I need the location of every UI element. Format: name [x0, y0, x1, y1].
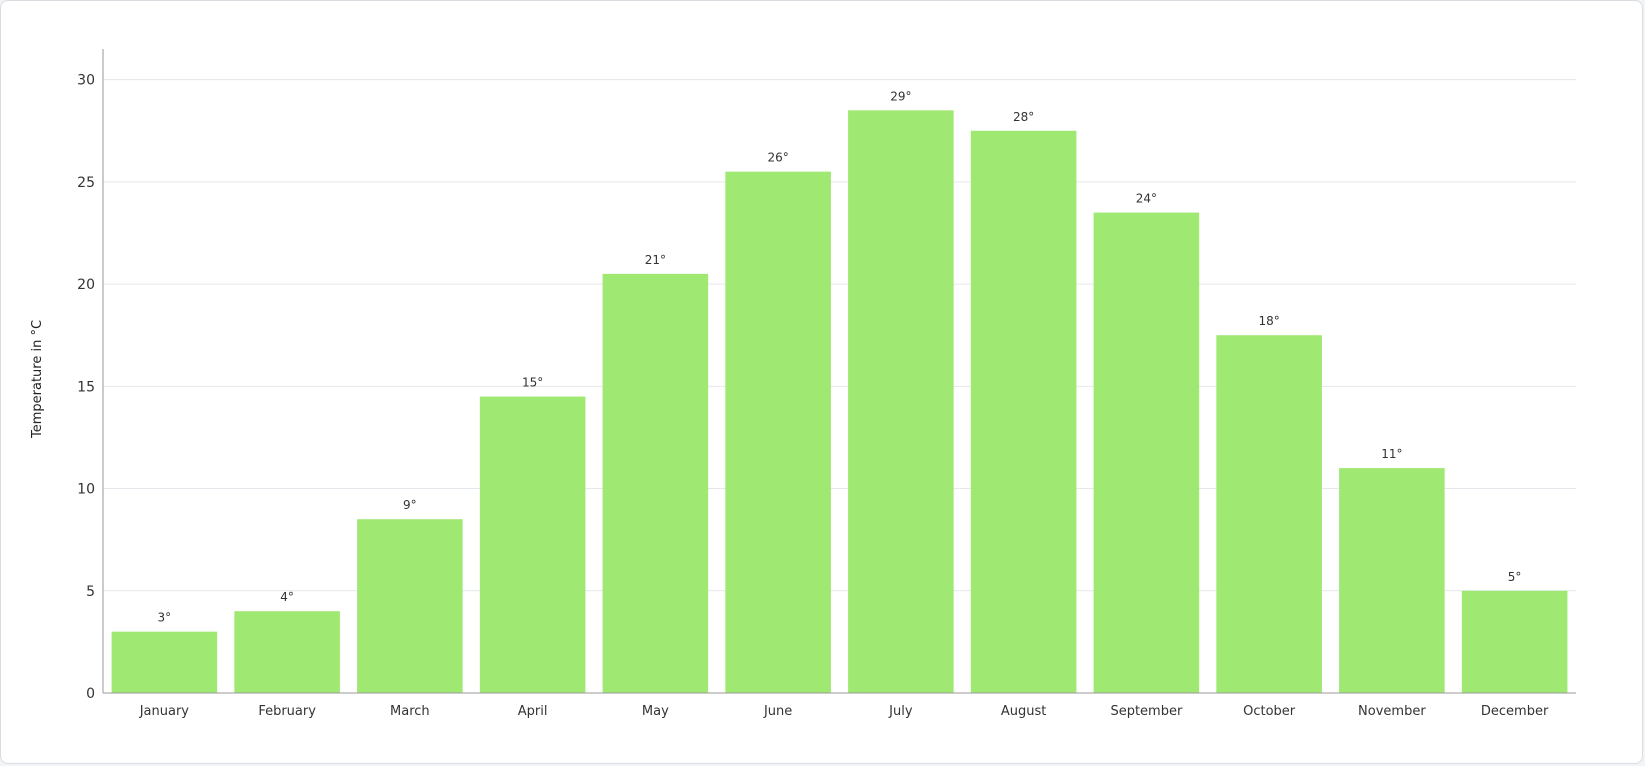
bar-june[interactable] — [725, 171, 831, 693]
x-tick-label-august: August — [1001, 704, 1047, 719]
axes — [102, 49, 1576, 694]
data-label-november: 11° — [1381, 447, 1402, 461]
data-label-december: 5° — [1508, 570, 1522, 584]
y-tick-label: 0 — [86, 686, 95, 702]
data-label-april: 15° — [522, 376, 543, 390]
x-tick-label-november: November — [1358, 704, 1426, 719]
data-labels: 3° 4° 9° 15° 21° 26° 29° 28° 24° 18° 11° 5° — [158, 89, 1522, 624]
y-tick-label: 5 — [86, 584, 95, 600]
bar-october[interactable] — [1216, 335, 1322, 693]
bar-august[interactable] — [970, 130, 1077, 693]
y-axis-title: Temperature in °C — [30, 320, 45, 439]
data-label-march: 9° — [403, 498, 417, 512]
y-tick-label: 15 — [77, 379, 95, 395]
x-tick-label-december: December — [1481, 704, 1549, 719]
data-label-may: 21° — [645, 253, 666, 267]
y-tick-label: 25 — [77, 175, 95, 191]
x-tick-label-january: January — [139, 704, 190, 719]
bar-april[interactable] — [479, 396, 586, 693]
data-label-june: 26° — [767, 151, 788, 165]
x-tick-label-october: October — [1243, 704, 1296, 719]
y-tick-label: 30 — [77, 73, 95, 89]
bar-november[interactable] — [1339, 468, 1445, 693]
bar-july[interactable] — [848, 110, 954, 694]
x-tick-label-june: June — [763, 704, 792, 719]
data-label-august: 28° — [1013, 110, 1034, 124]
y-tick-labels: 0 5 10 15 20 25 30 — [77, 73, 95, 702]
y-tick-label: 10 — [77, 482, 95, 498]
data-label-january: 3° — [158, 611, 172, 625]
data-label-september: 24° — [1136, 192, 1157, 206]
bar-march[interactable] — [357, 519, 463, 693]
bars — [111, 110, 1568, 694]
x-tick-label-april: April — [518, 704, 548, 719]
bar-december[interactable] — [1461, 590, 1568, 693]
bar-september[interactable] — [1093, 212, 1200, 694]
x-tick-label-february: February — [258, 704, 316, 719]
gridlines — [103, 79, 1576, 592]
x-tick-labels: January February March April May June July Augu… — [139, 704, 1549, 719]
data-label-july: 29° — [890, 89, 911, 103]
x-tick-label-may: May — [642, 704, 669, 719]
y-tick-label: 20 — [77, 277, 95, 293]
x-tick-label-march: March — [390, 704, 430, 719]
data-label-october: 18° — [1258, 314, 1279, 328]
bar-february[interactable] — [234, 611, 340, 693]
data-label-february: 4° — [280, 590, 294, 604]
bar-may[interactable] — [602, 273, 709, 693]
x-tick-label-september: September — [1110, 704, 1183, 719]
x-tick-label-july: July — [888, 704, 913, 719]
bar-january[interactable] — [111, 631, 218, 693]
